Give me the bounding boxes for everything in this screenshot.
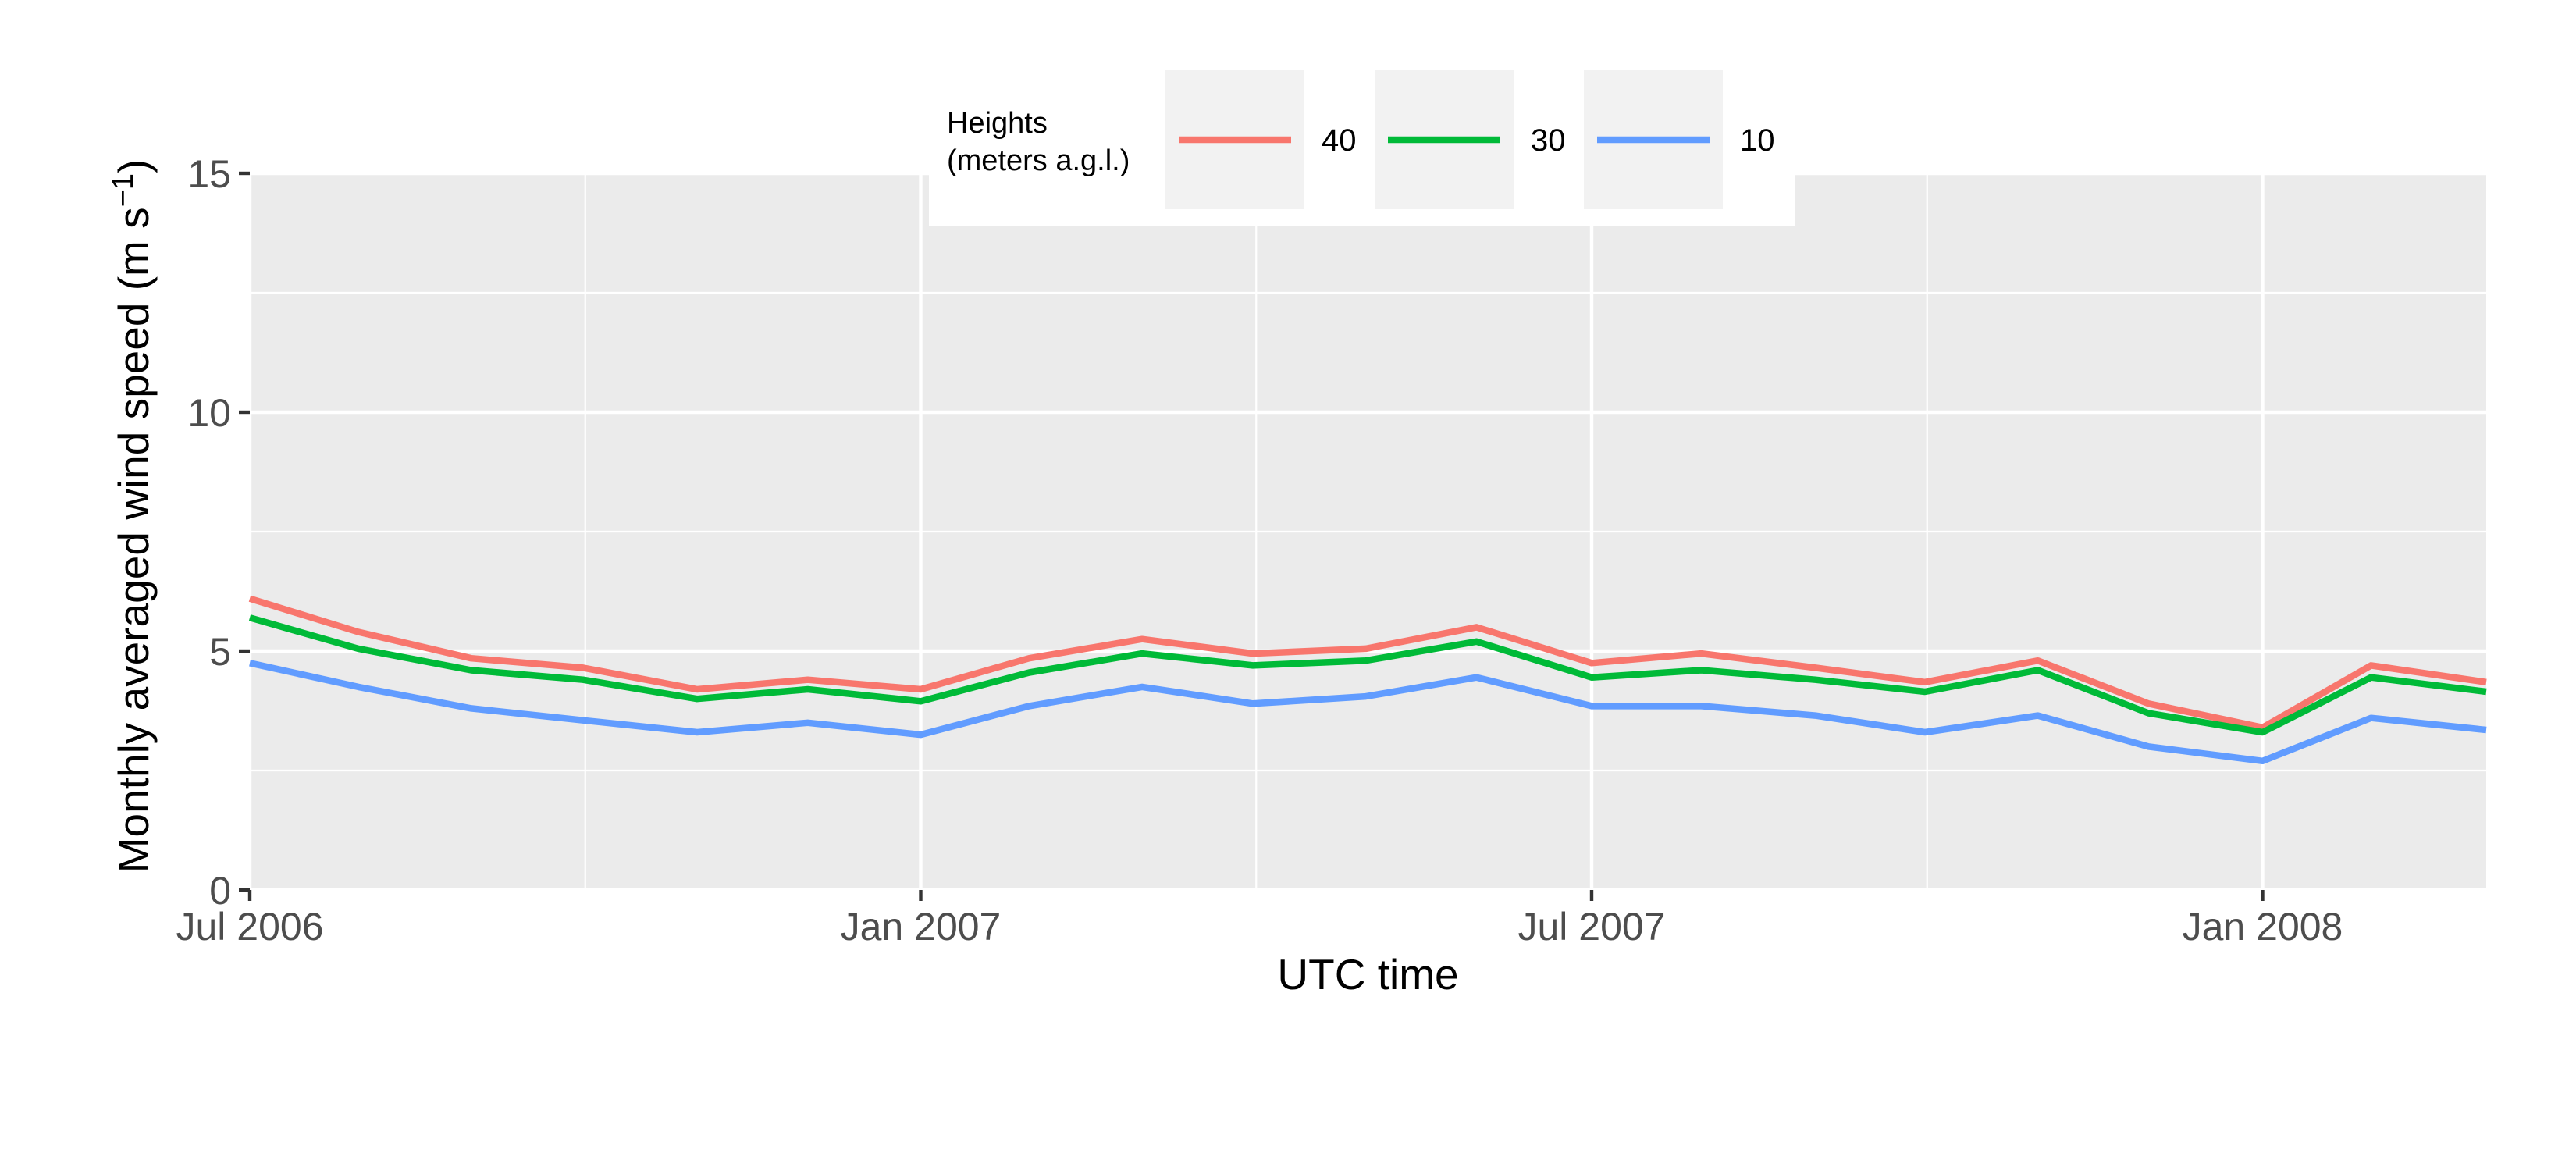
legend-label-40: 40: [1322, 123, 1357, 158]
y-tick-label: 15: [187, 152, 231, 196]
legend-title: Heights: [947, 107, 1048, 140]
x-axis-title: UTC time: [1277, 950, 1458, 998]
legend-label-10: 10: [1740, 123, 1775, 158]
legend-title: (meters a.g.l.): [947, 144, 1130, 177]
x-axis: Jul 2006 Jan 2007 Jul 2007 Jan 2008: [176, 890, 2343, 949]
x-tick-label: Jul 2006: [176, 905, 323, 949]
legend-items: 40 30 10: [1165, 70, 1775, 209]
series-line-30: [248, 614, 2487, 736]
y-axis-title-superscript: −1: [107, 173, 140, 207]
y-tick-label: 0: [209, 869, 231, 913]
legend-label-30: 30: [1531, 123, 1566, 158]
minor-gridlines: [250, 173, 2486, 890]
y-axis-title-close: ): [109, 159, 158, 173]
y-axis: 0 5 10 15: [187, 152, 250, 913]
series-lines: [248, 595, 2487, 765]
series-line-10: [249, 660, 2487, 765]
x-tick-label: Jul 2007: [1517, 905, 1665, 949]
y-tick-label: 10: [187, 391, 231, 435]
y-tick-label: 5: [209, 630, 231, 674]
y-axis-title-main: Monthly averaged wind speed (m s: [109, 207, 158, 873]
series-line-40: [248, 595, 2487, 731]
x-tick-label: Jan 2008: [2183, 905, 2343, 949]
y-axis-title: Monthly averaged wind speed (m s−1): [107, 159, 158, 874]
x-tick-label: Jan 2007: [841, 905, 1002, 949]
legend: Heights (meters a.g.l.) 40 30 10: [929, 70, 1795, 226]
